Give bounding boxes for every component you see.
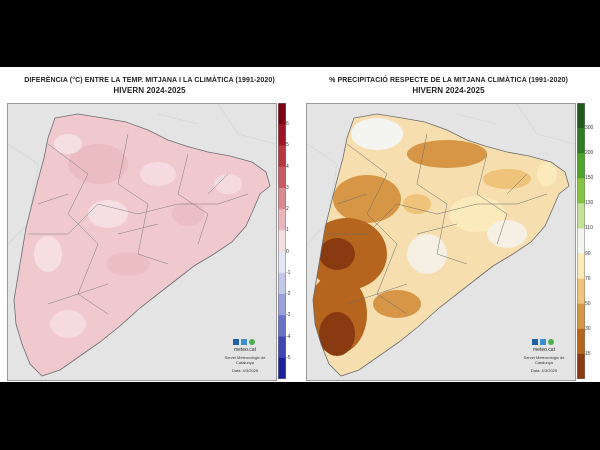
temperature-colorbar xyxy=(278,103,286,379)
temperature-colorbar-segment xyxy=(278,209,286,231)
temperature-colorbar-tick-label: -4 xyxy=(286,333,291,340)
logo-square-icon xyxy=(540,339,546,345)
temperature-colorbar-segment xyxy=(278,294,286,316)
temperature-colorbar-segment xyxy=(278,357,286,379)
temperature-map-title: DIFERÈNCIA (°C) ENTRE LA TEMP. MITJANA I… xyxy=(24,77,275,84)
logo-date: Data: 4/3/2025 xyxy=(530,368,558,373)
precipitation-colorbar-tick-label: 70 xyxy=(585,275,591,282)
temperature-colorbar-tick-label: 1 xyxy=(286,227,289,234)
precipitation-colorbar-segment xyxy=(577,253,585,280)
precipitation-colorbar-segment xyxy=(577,153,585,179)
precipitation-colorbar-segment xyxy=(577,103,585,129)
temperature-colorbar-tick-label: 5 xyxy=(286,142,289,149)
logo-name: meteo.cat xyxy=(533,347,555,353)
temperature-colorbar-segment xyxy=(278,103,286,125)
precipitation-colorbar-segment xyxy=(577,178,585,204)
precipitation-colorbar-tick-label: 90 xyxy=(585,250,591,257)
precipitation-colorbar-tick-label: 15 xyxy=(585,350,591,357)
temperature-colorbar-tick-label: 6 xyxy=(286,121,289,128)
temperature-colorbar-tick-label: 0 xyxy=(286,248,289,255)
precipitation-colorbar-segment xyxy=(577,353,585,379)
precipitation-colorbar-tick-label: 130 xyxy=(585,200,594,207)
precipitation-map xyxy=(306,103,576,381)
precipitation-colorbar-tick-label: 150 xyxy=(585,175,594,182)
logo-circle-icon xyxy=(548,339,554,345)
logo-square-icon xyxy=(241,339,247,345)
logo-name: meteo.cat xyxy=(234,347,256,353)
logo-square-icon xyxy=(233,339,239,345)
temperature-colorbar-segment xyxy=(278,187,286,210)
precipitation-colorbar-segment xyxy=(577,303,585,330)
precipitation-colorbar-segment xyxy=(577,203,585,229)
temperature-colorbar-segment xyxy=(278,145,286,168)
temperature-colorbar-segment xyxy=(278,336,286,359)
logo-organization: Servei Meteorològic de Catalunya xyxy=(523,355,565,365)
logo-organization: Servei Meteorològic de Catalunya xyxy=(224,355,266,365)
temperature-colorbar-tick-label: -2 xyxy=(286,291,291,298)
temperature-anomaly-map-panel: DIFERÈNCIA (°C) ENTRE LA TEMP. MITJANA I… xyxy=(2,71,297,381)
precipitation-colorbar-segment xyxy=(577,278,585,305)
temperature-colorbar-segment xyxy=(278,251,286,274)
precipitation-colorbar-segment xyxy=(577,228,585,255)
precipitation-map-subtitle: HIVERN 2024-2025 xyxy=(412,86,485,95)
precipitation-colorbar-tick-label: 200 xyxy=(585,150,594,157)
temperature-colorbar-segment xyxy=(278,230,286,253)
temperature-colorbar-tick-label: -3 xyxy=(286,312,291,319)
precipitation-percent-map-panel: % PRECIPITACIÓ RESPECTE DE LA MITJANA CL… xyxy=(301,71,596,381)
logo-circle-icon xyxy=(249,339,255,345)
temperature-colorbar-frame xyxy=(278,103,286,379)
temperature-colorbar-segment xyxy=(278,124,286,146)
logo-square-icon xyxy=(532,339,538,345)
temperature-map-subtitle: HIVERN 2024-2025 xyxy=(113,86,186,95)
temperature-colorbar-tick-label: -5 xyxy=(286,354,291,361)
temperature-map xyxy=(7,103,277,381)
precipitation-colorbar-frame xyxy=(577,103,585,379)
precipitation-colorbar xyxy=(577,103,585,379)
temperature-colorbar-tick-label: -1 xyxy=(286,269,291,276)
temperature-colorbar-segment xyxy=(278,272,286,295)
precipitation-colorbar-tick-label: 30 xyxy=(585,325,591,332)
temperature-colorbar-tick-label: 2 xyxy=(286,206,289,213)
precipitation-colorbar-segment xyxy=(577,328,585,355)
temperature-colorbar-segment xyxy=(278,166,286,189)
precipitation-colorbar-tick-label: 50 xyxy=(585,300,591,307)
temperature-colorbar-segment xyxy=(278,315,286,338)
precipitation-map-title: % PRECIPITACIÓ RESPECTE DE LA MITJANA CL… xyxy=(329,77,568,84)
precipitation-colorbar-tick-label: 300 xyxy=(585,125,594,132)
temperature-colorbar-tick-label: 3 xyxy=(286,184,289,191)
temperature-colorbar-tick-label: 4 xyxy=(286,163,289,170)
precipitation-colorbar-segment xyxy=(577,128,585,154)
logo-date: Data: 4/3/2025 xyxy=(231,368,259,373)
precipitation-colorbar-tick-label: 110 xyxy=(585,225,593,232)
